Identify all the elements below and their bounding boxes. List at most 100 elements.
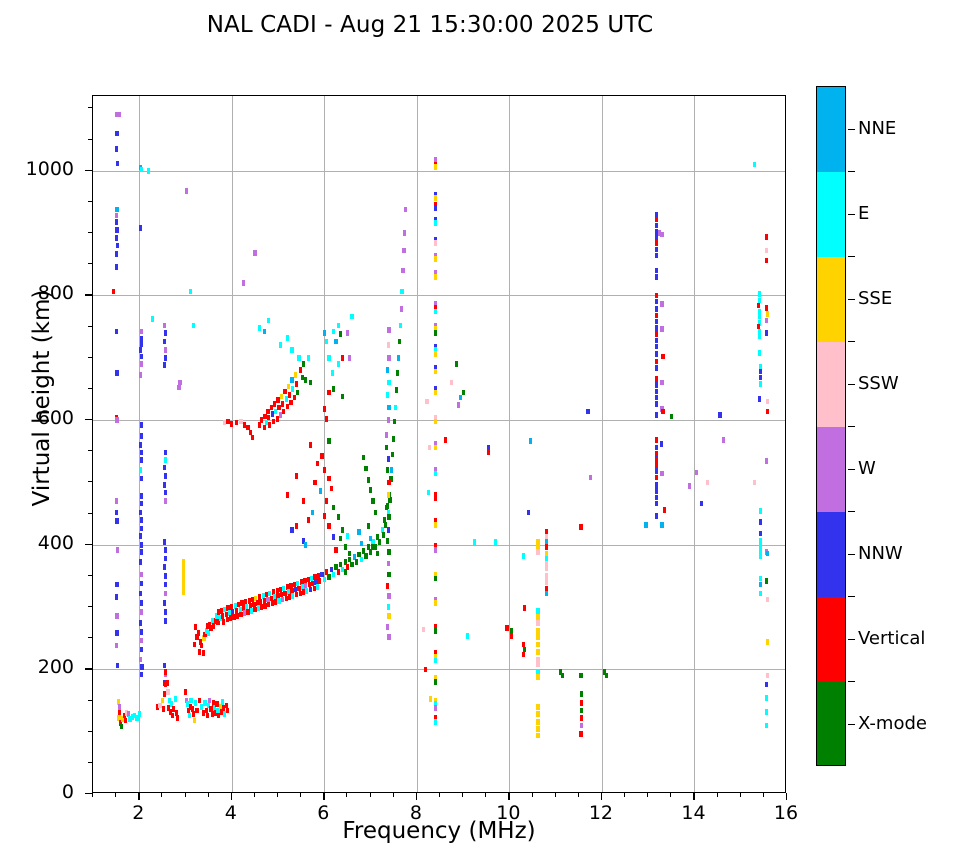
echo-point bbox=[334, 546, 338, 553]
echo-point bbox=[669, 413, 673, 420]
x-gridline bbox=[509, 96, 511, 792]
echo-point bbox=[428, 444, 432, 451]
echo-point bbox=[721, 437, 725, 443]
x-tick bbox=[230, 793, 233, 800]
colorbar-segment-vertical bbox=[817, 597, 845, 683]
echo-point bbox=[350, 561, 354, 568]
echo-point bbox=[253, 606, 257, 613]
x-minor-tick bbox=[161, 793, 163, 797]
echo-point bbox=[135, 715, 139, 721]
echo-point bbox=[221, 619, 226, 625]
echo-point bbox=[654, 318, 659, 325]
echo-point bbox=[654, 388, 659, 395]
echo-point bbox=[116, 698, 121, 705]
y-minor-tick bbox=[88, 232, 92, 234]
echo-point bbox=[522, 605, 526, 612]
echo-point bbox=[112, 288, 116, 295]
echo-point bbox=[207, 702, 211, 709]
echo-point bbox=[192, 711, 196, 718]
echo-point bbox=[164, 546, 168, 553]
echo-point bbox=[654, 331, 659, 337]
echo-point bbox=[579, 715, 584, 721]
echo-point bbox=[386, 492, 390, 498]
echo-point bbox=[232, 614, 236, 620]
echo-point bbox=[139, 225, 143, 231]
x-minor-tick bbox=[485, 793, 487, 797]
echo-point bbox=[336, 514, 340, 521]
echo-point bbox=[201, 650, 205, 656]
echo-point bbox=[291, 386, 295, 392]
echo-point bbox=[194, 700, 198, 706]
echo-point bbox=[433, 256, 437, 263]
echo-point bbox=[115, 417, 119, 423]
echo-point bbox=[182, 579, 186, 585]
echo-point bbox=[165, 680, 169, 686]
echo-point bbox=[325, 569, 329, 575]
echo-point bbox=[301, 361, 306, 367]
echo-point bbox=[139, 646, 144, 653]
echo-point bbox=[139, 549, 143, 555]
echo-point bbox=[286, 383, 290, 390]
echo-point bbox=[386, 604, 390, 610]
echo-point bbox=[306, 516, 310, 523]
echo-point bbox=[114, 509, 118, 516]
echo-point bbox=[757, 320, 761, 326]
echo-point bbox=[233, 602, 238, 609]
echo-point bbox=[115, 662, 120, 669]
echo-point bbox=[270, 411, 275, 417]
echo-point bbox=[276, 397, 280, 403]
y-gridline bbox=[93, 669, 785, 671]
echo-point bbox=[402, 247, 406, 254]
colorbar-boundary-tick bbox=[848, 171, 855, 173]
echo-point bbox=[528, 438, 532, 445]
x-minor-tick bbox=[439, 793, 440, 797]
echo-point bbox=[285, 492, 289, 498]
echo-point bbox=[186, 701, 190, 708]
echo-point bbox=[171, 706, 176, 713]
echo-point bbox=[331, 328, 336, 335]
echo-point bbox=[115, 369, 119, 376]
echo-point bbox=[261, 593, 265, 599]
echo-point bbox=[114, 328, 118, 335]
echo-point bbox=[341, 526, 345, 533]
echo-point bbox=[163, 564, 167, 570]
x-minor-tick bbox=[624, 793, 626, 797]
echo-point bbox=[757, 349, 761, 356]
echo-point bbox=[425, 398, 429, 405]
echo-point bbox=[163, 354, 167, 361]
echo-point bbox=[654, 494, 659, 501]
echo-point bbox=[433, 240, 437, 246]
echo-point bbox=[386, 417, 390, 423]
echo-point bbox=[281, 401, 285, 407]
y-tick-label: 400 bbox=[37, 531, 74, 554]
echo-point bbox=[660, 470, 664, 477]
echo-point bbox=[433, 654, 437, 660]
x-tick bbox=[415, 793, 418, 800]
echo-point bbox=[385, 503, 389, 509]
echo-point bbox=[752, 161, 757, 168]
echo-point bbox=[688, 483, 692, 489]
echo-point bbox=[423, 666, 427, 673]
echo-point bbox=[387, 326, 391, 333]
echo-point bbox=[536, 539, 540, 546]
echo-point bbox=[163, 473, 167, 479]
echo-point bbox=[237, 601, 241, 608]
echo-point bbox=[341, 566, 345, 573]
echo-point bbox=[371, 498, 375, 504]
echo-point bbox=[544, 590, 549, 597]
echo-point bbox=[764, 695, 768, 701]
echo-point bbox=[433, 627, 437, 634]
echo-point bbox=[139, 629, 144, 635]
colorbar-tick bbox=[848, 213, 855, 215]
echo-point bbox=[386, 509, 390, 516]
echo-point bbox=[757, 328, 761, 335]
echo-point bbox=[654, 444, 659, 451]
echo-point bbox=[399, 306, 403, 312]
echo-point bbox=[207, 630, 211, 637]
echo-point bbox=[184, 187, 189, 194]
echo-point bbox=[319, 488, 323, 494]
x-minor-tick bbox=[253, 793, 255, 797]
echo-point bbox=[146, 167, 151, 174]
echo-point bbox=[544, 565, 549, 572]
echo-point bbox=[758, 530, 762, 537]
